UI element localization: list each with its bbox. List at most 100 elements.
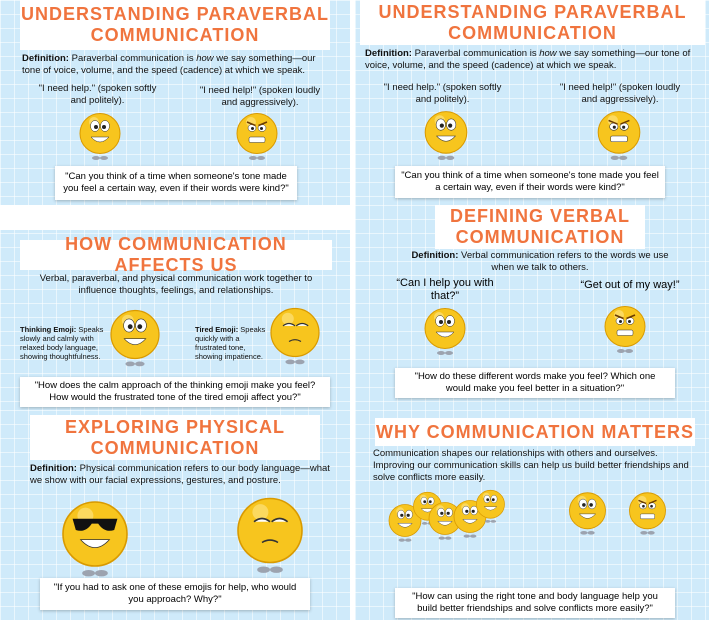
emoji-drawing <box>424 111 468 160</box>
emoji-part <box>437 155 446 160</box>
emoji-part <box>398 538 405 542</box>
emoji-part <box>647 531 655 535</box>
slide-title: UNDERSTANDING PARAVERBAL COMMUNICATION <box>20 4 329 45</box>
question: "Can you think of a time when someone's … <box>401 170 659 193</box>
emoji-part <box>288 339 302 343</box>
question-box: "How can using the right tone and body l… <box>395 588 675 618</box>
title-box: HOW COMMUNICATION AFFECTS US <box>20 234 332 275</box>
emoji-part <box>491 498 495 502</box>
emoji-part <box>436 135 456 142</box>
emoji-part <box>270 307 320 358</box>
emoji <box>625 488 670 538</box>
emoji <box>105 305 165 370</box>
emoji-part <box>445 536 452 540</box>
emoji <box>420 108 472 162</box>
definition: Definition: Paraverbal communication is … <box>22 53 334 77</box>
emoji-part <box>470 534 477 538</box>
emoji-part <box>257 566 270 573</box>
emoji <box>75 110 125 162</box>
emoji-part <box>100 156 108 160</box>
title-box: WHY COMMUNICATION MATTERS <box>375 418 695 446</box>
emoji-part <box>252 504 269 521</box>
emoji-part <box>92 156 100 160</box>
emoji-part <box>490 520 497 523</box>
emoji-part <box>642 504 645 508</box>
definition-emphasis: how <box>539 48 557 59</box>
emoji-part <box>628 320 631 323</box>
slide-title: WHY COMMUNICATION MATTERS <box>376 421 694 442</box>
question-box: "Can you think of a time when someone's … <box>395 166 665 198</box>
emoji <box>593 108 645 162</box>
emoji-label: Tired Emoji: Speaks quickly with a frust… <box>195 325 270 361</box>
emoji-drawing <box>569 492 606 535</box>
emoji-part <box>476 489 505 519</box>
emoji-part <box>248 136 266 143</box>
emoji-part <box>397 523 413 528</box>
definition-text: Paraverbal communication is <box>414 48 540 59</box>
emoji-part <box>597 111 641 154</box>
emoji-part <box>79 113 121 154</box>
question-box: "How does the calm approach of the think… <box>20 377 330 407</box>
emoji <box>232 110 282 162</box>
definition-text: Paraverbal communication is <box>71 53 197 64</box>
emoji-label: Thinking Emoji: Speaks slowly and calmly… <box>20 325 105 361</box>
emoji-part <box>251 127 254 130</box>
emoji-drawing <box>428 502 462 540</box>
emoji-drawing <box>476 489 505 523</box>
definition-text: Physical communication refers to our bod… <box>30 463 330 486</box>
emoji-part <box>437 521 453 526</box>
slide-title: HOW COMMUNICATION AFFECTS US <box>65 234 287 275</box>
emoji-part <box>446 511 450 515</box>
definition-text: Verbal communication refers to the words… <box>458 250 669 273</box>
slide: WHY COMMUNICATION MATTERS Communication … <box>355 410 709 620</box>
white-band <box>0 205 350 230</box>
definition-label: Definition: <box>411 250 459 261</box>
emoji <box>600 303 650 355</box>
emoji-part <box>625 349 633 353</box>
slide: HOW COMMUNICATION AFFECTS US Verbal, par… <box>0 205 350 410</box>
emoji-part <box>619 320 622 323</box>
emoji-part <box>260 127 263 130</box>
emoji-part <box>484 520 491 523</box>
emoji-part <box>619 155 628 160</box>
emoji-part <box>257 156 265 160</box>
emoji-part <box>72 518 118 531</box>
slide-title: DEFINING VERBAL COMMUNICATION <box>449 206 630 247</box>
emoji-part <box>125 361 135 367</box>
emoji-part <box>123 338 147 345</box>
emoji-part <box>102 125 106 129</box>
emoji-part <box>435 331 455 338</box>
emoji-part <box>483 506 498 511</box>
title-box: DEFINING VERBAL COMMUNICATION <box>435 205 645 249</box>
slide-title: EXPLORING PHYSICAL COMMUNICATION <box>64 416 286 458</box>
definition-label: Definition: <box>365 48 412 59</box>
emoji-part <box>465 509 469 513</box>
emoji-part <box>249 156 257 160</box>
emoji-part <box>246 121 268 127</box>
emoji-part <box>421 522 428 525</box>
emoji-part <box>295 359 305 365</box>
emoji-part <box>90 136 110 143</box>
emoji <box>565 488 610 538</box>
emoji-drawing <box>597 111 641 160</box>
slide: EXPLORING PHYSICAL COMMUNICATION Definit… <box>0 410 350 620</box>
emoji-part <box>428 500 432 504</box>
emoji-part <box>569 492 606 530</box>
title-box: UNDERSTANDING PARAVERBAL COMMUNICATION <box>20 0 330 50</box>
quote: "I need help!" (spoken loudly and aggres… <box>199 85 321 108</box>
emoji-part <box>127 324 133 330</box>
question: "How can using the right tone and body l… <box>412 591 658 614</box>
emoji-part <box>622 125 626 129</box>
intro: Verbal, paraverbal, and physical communi… <box>39 273 313 296</box>
emoji <box>55 498 135 578</box>
emoji-part <box>445 351 453 355</box>
question-box: "Can you think of a time when someone's … <box>55 166 297 200</box>
emoji-drawing <box>270 307 320 365</box>
question-box: "How do these different words make you f… <box>395 368 675 398</box>
emoji-part <box>270 566 283 573</box>
emoji-part <box>439 320 443 324</box>
emoji-part <box>423 500 427 504</box>
title-box: UNDERSTANDING PARAVERBAL COMMUNICATION <box>360 0 705 45</box>
